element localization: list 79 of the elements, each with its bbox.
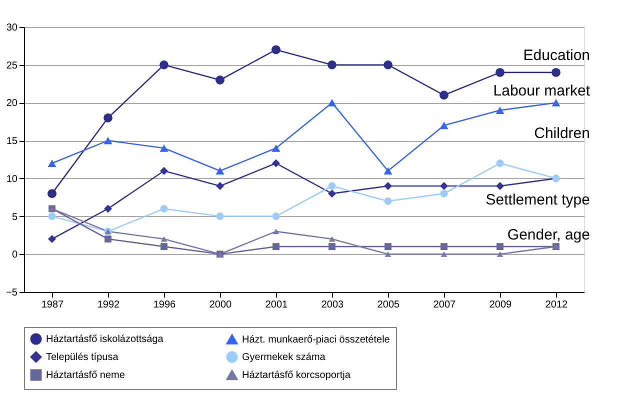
point <box>328 236 336 242</box>
point <box>160 144 168 152</box>
y-tick-label: −5 <box>6 288 18 298</box>
x-tick-label: 2003 <box>321 300 344 310</box>
point <box>160 236 168 242</box>
legend-label: Háztartásfő iskolázottsága <box>46 334 164 345</box>
point <box>216 182 224 190</box>
y-tick-label: 10 <box>6 174 18 185</box>
point <box>440 243 448 250</box>
point <box>440 90 448 100</box>
point <box>384 182 392 190</box>
annotation: Gender, age <box>507 226 590 244</box>
x-tick-label: 1996 <box>153 300 176 310</box>
x-tick-label: 2009 <box>489 300 512 310</box>
point <box>440 190 448 198</box>
y-tick-label: 15 <box>6 136 18 148</box>
point <box>496 243 504 250</box>
point <box>48 235 56 243</box>
legend-label: Házt. munkaerő-piaci összetétele <box>242 334 390 346</box>
y-tick-label: 25 <box>6 60 18 72</box>
point <box>552 68 560 77</box>
point <box>272 45 280 54</box>
point <box>160 243 168 250</box>
y-tick-label: 5 <box>12 212 18 223</box>
point <box>272 243 280 250</box>
legend-label: Háztartásfő korcsoportja <box>242 370 351 381</box>
legend-label: Település típusa <box>46 352 119 363</box>
annotation: Children <box>534 125 590 142</box>
point <box>328 190 336 198</box>
point <box>272 144 280 152</box>
point <box>384 60 392 70</box>
point <box>104 236 112 242</box>
point <box>272 212 280 220</box>
point <box>496 106 504 114</box>
annotation: Education <box>523 47 590 64</box>
point <box>216 212 224 220</box>
legend-label: Háztartásfő neme <box>46 370 126 381</box>
point <box>48 160 56 167</box>
point <box>48 189 56 198</box>
point <box>328 60 336 70</box>
point <box>384 197 392 205</box>
point <box>328 182 336 190</box>
x-tick-label: 2007 <box>433 300 456 310</box>
point <box>440 122 448 130</box>
point <box>384 167 392 175</box>
point <box>496 68 504 77</box>
point <box>328 243 336 250</box>
point <box>160 166 168 175</box>
y-tick-label: 20 <box>6 98 18 110</box>
point <box>496 251 504 257</box>
point <box>216 76 224 84</box>
point <box>216 167 224 175</box>
x-tick-label: 1992 <box>97 300 120 310</box>
x-tick-label: 2012 <box>545 300 568 310</box>
point <box>384 251 392 257</box>
x-tick-label: 2000 <box>209 300 232 310</box>
legend-label: Gyermekek száma <box>242 352 326 363</box>
point <box>104 113 112 122</box>
point <box>384 243 392 250</box>
x-tick-label: 1987 <box>41 300 64 310</box>
point <box>104 204 112 213</box>
x-tick-label: 2001 <box>265 300 288 310</box>
point <box>440 251 448 257</box>
point <box>496 182 504 190</box>
annotation: Settlement type <box>486 192 590 209</box>
y-tick-label: 30 <box>6 22 18 34</box>
point <box>272 228 280 234</box>
point <box>160 204 168 212</box>
point <box>104 136 112 144</box>
point <box>272 159 280 168</box>
point <box>48 212 56 220</box>
x-tick-label: 2005 <box>377 300 400 310</box>
y-tick-label: 0 <box>12 250 18 261</box>
point <box>328 99 336 106</box>
point <box>160 60 168 70</box>
point <box>496 160 504 168</box>
point <box>552 99 560 106</box>
annotation: Labour market <box>493 82 591 100</box>
point <box>440 182 448 190</box>
